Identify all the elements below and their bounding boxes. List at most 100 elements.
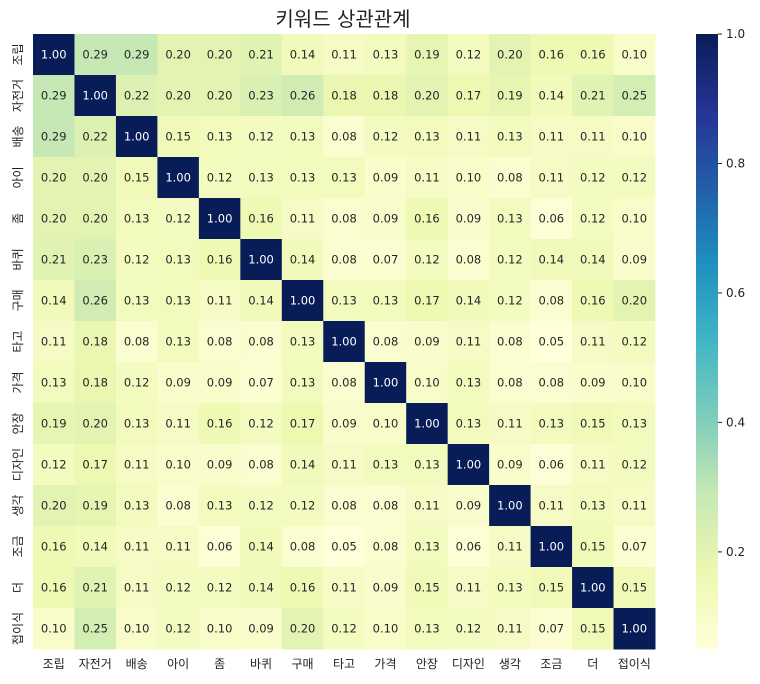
cell-value-label: 0.22 [124,89,150,103]
heatmap-cell [33,116,75,158]
heatmap-cell [447,280,490,322]
heatmap-cell [281,485,324,527]
heatmap-cell [613,75,656,117]
heatmap-cell [613,280,656,322]
colorbar-tick-label: 0.8 [726,156,745,170]
heatmap-cell [489,567,532,609]
cell-value-label: 0.16 [248,212,274,226]
cell-value-label: 1.00 [456,458,482,472]
heatmap-cell [198,444,241,486]
heatmap-cell [613,34,656,76]
cell-value-label: 0.09 [414,335,440,349]
heatmap-cell [323,157,366,199]
cell-value-label: 0.08 [331,212,357,226]
heatmap-cell [572,75,615,117]
x-tick-label: 디자인 [452,657,485,671]
cell-value-label: 1.00 [41,48,67,62]
cell-value-label: 0.21 [41,253,67,267]
y-tick-label: 자전거 [11,79,25,112]
heatmap-cell [33,485,75,527]
y-tick-label: 타고 [11,330,25,352]
heatmap-cell [115,198,158,240]
cell-value-label: 0.10 [165,458,191,472]
heatmap-cell [530,75,573,117]
heatmap-cell [74,526,117,568]
heatmap-cell [613,403,656,445]
x-axis-tick-labels: 조립 자전거 배송 아이 좀 바퀴 구매 타고 가격 안장 디자인 생각 조금 더 접이식 [43,657,651,671]
cell-value-label: 0.20 [82,212,108,226]
heatmap-cell [74,239,117,281]
heatmap-cell [74,75,117,117]
heatmap-cell [115,75,158,117]
heatmap-cell [364,567,407,609]
cell-value-label: 0.09 [580,376,606,390]
cell-value-label: 0.25 [82,622,108,636]
cell-value-label: 0.20 [414,89,440,103]
heatmap-cell [115,239,158,281]
heatmap-cell [613,239,656,281]
heatmap-cell [74,198,117,240]
heatmap-cell [157,526,200,568]
y-tick-label: 생각 [11,494,25,516]
heatmap-cell [489,608,532,650]
cell-value-label: 1.00 [580,581,606,595]
cell-value-label: 0.12 [165,581,191,595]
y-tick-label: 배송 [11,125,25,147]
cell-value-label: 0.08 [331,499,357,513]
heatmap-cell [613,362,656,404]
cell-value-label: 0.13 [414,130,440,144]
cell-value-label: 0.12 [497,294,523,308]
colorbar-ticks: 0.2 0.4 0.6 0.8 1.0 [718,27,745,559]
heatmap-cell [240,526,283,568]
heatmap-cell [281,608,324,650]
cell-value-label: 0.20 [497,48,523,62]
heatmap-cell [115,116,158,158]
cell-value-label: 0.10 [373,417,399,431]
heatmap-cell [74,444,117,486]
heatmap-cell [198,608,241,650]
y-tick-label: 디자인 [11,448,25,481]
cell-value-label: 0.11 [539,130,565,144]
cell-value-label: 0.18 [82,335,108,349]
heatmap-cell [33,239,75,281]
cell-value-label: 0.11 [621,499,647,513]
heatmap-cell [240,485,283,527]
cell-value-label: 0.18 [373,89,399,103]
heatmap-cell [572,239,615,281]
cell-value-label: 0.13 [497,212,523,226]
heatmap-cell [323,362,366,404]
cell-value-label: 0.08 [497,171,523,185]
colorbar-tick-label: 1.0 [726,27,745,41]
cell-value-label: 0.29 [82,48,108,62]
cell-value-label: 0.08 [290,540,316,554]
heatmap-cell [33,403,75,445]
heatmap-cell [323,608,366,650]
heatmap-cell [530,157,573,199]
heatmap-cell [323,239,366,281]
cell-value-label: 0.12 [373,130,399,144]
heatmap-cell [489,321,532,363]
heatmap-cell [74,362,117,404]
cell-value-label: 0.19 [82,499,108,513]
heatmap-cell [572,608,615,650]
cell-value-label: 0.14 [41,294,67,308]
heatmap-cell [33,198,75,240]
cell-value-label: 0.11 [497,417,523,431]
cell-value-label: 0.13 [207,499,233,513]
cell-value-label: 0.08 [331,130,357,144]
cell-value-label: 0.13 [124,499,150,513]
cell-value-label: 0.29 [41,130,67,144]
heatmap-cell [489,116,532,158]
heatmap-cell [323,321,366,363]
heatmap-cell [489,75,532,117]
heatmap-cell [281,444,324,486]
heatmap-cell [33,526,75,568]
heatmap-cell [240,239,283,281]
cell-value-label: 0.08 [124,335,150,349]
heatmap-cell [572,321,615,363]
cell-value-label: 0.20 [41,171,67,185]
cell-value-label: 0.12 [456,48,482,62]
heatmap-cell [323,280,366,322]
x-tick-label: 구매 [291,657,313,671]
heatmap-cell [281,362,324,404]
